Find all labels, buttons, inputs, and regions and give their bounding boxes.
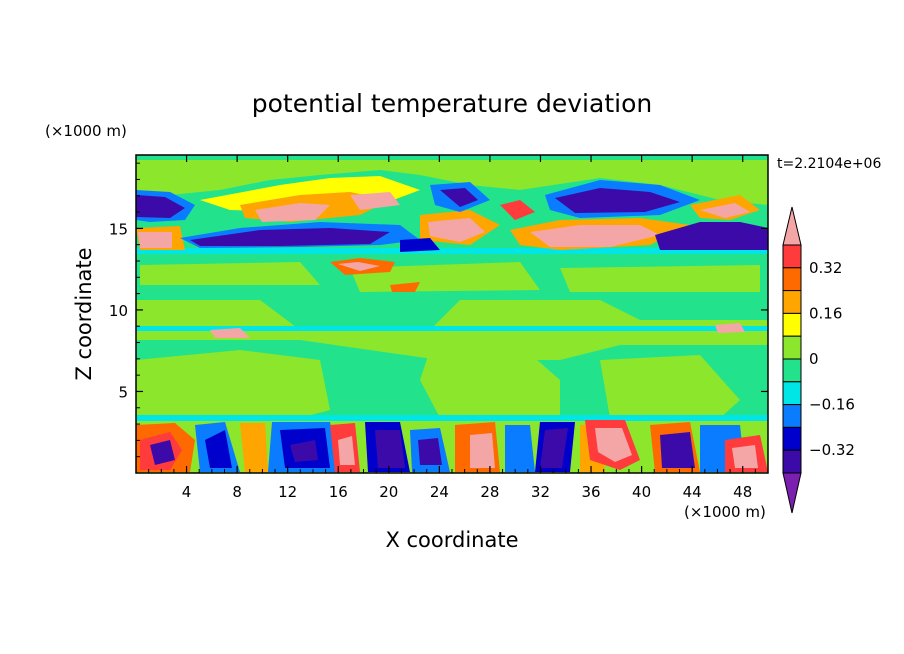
- x-tick-label: 12: [278, 483, 297, 501]
- x-axis-label: X coordinate: [385, 528, 518, 552]
- lower-anomaly: [338, 436, 355, 465]
- y-axis-unit: (×1000 m): [45, 122, 127, 140]
- x-tick-label: 40: [632, 483, 651, 501]
- lower-anomaly: [540, 428, 568, 468]
- y-axis: 5 10 15: [109, 162, 768, 458]
- upper-cold-layer: [440, 188, 478, 207]
- colorbar-label: −0.32: [809, 441, 855, 459]
- x-tick-label: 32: [531, 483, 550, 501]
- colorbar-segment: [782, 358, 802, 383]
- lower-anomaly: [418, 438, 442, 465]
- lower-anomaly: [375, 430, 405, 468]
- x-tick-label: 20: [379, 483, 398, 501]
- cyan-band: [136, 248, 768, 254]
- x-tick-label: 28: [480, 483, 499, 501]
- cyan-band: [136, 415, 768, 421]
- colorbar-segment: [782, 244, 802, 269]
- lower-anomaly: [205, 430, 232, 468]
- upper-warm-layer: [700, 203, 750, 218]
- upper-warm-layer: [500, 200, 535, 220]
- x-tick-label: 4: [182, 483, 192, 501]
- lower-anomaly: [660, 432, 695, 468]
- upper-cold-layer: [555, 188, 680, 213]
- upper-warm-layer: [428, 218, 485, 242]
- mid-positive-region: [600, 355, 740, 418]
- colorbar-segment: [782, 312, 802, 337]
- upper-warm-patch: [338, 262, 380, 271]
- colorbar-segment: [782, 381, 802, 406]
- upper-green-region: [140, 262, 320, 285]
- colorbar-label: 0.16: [809, 304, 842, 322]
- cyan-band: [136, 326, 768, 331]
- upper-warm-layer: [255, 203, 330, 222]
- contour-field: [136, 155, 768, 473]
- lower-anomaly: [150, 440, 175, 465]
- x-axis: 4 8 12 16 20 24 28 32 36 40 44 48: [148, 155, 756, 501]
- x-tick-label: 48: [733, 483, 752, 501]
- lower-anomaly: [240, 423, 268, 472]
- lower-anomaly: [470, 433, 495, 468]
- colorbar-max-triangle: [782, 206, 802, 246]
- lower-anomaly: [505, 425, 535, 472]
- chart-title: potential temperature deviation: [252, 89, 652, 118]
- lower-anomaly: [595, 428, 632, 462]
- x-tick-label: 8: [232, 483, 242, 501]
- y-tick-label: 10: [109, 302, 128, 320]
- colorbar-segment: [782, 335, 802, 360]
- x-tick-label: 36: [581, 483, 600, 501]
- colorbar-segment: [782, 290, 802, 314]
- upper-cold-layer: [400, 238, 440, 252]
- upper-warm-layer: [530, 225, 660, 247]
- upper-warm-layer: [350, 192, 400, 210]
- x-axis-unit: (×1000 m): [684, 503, 766, 521]
- colorbar-segment: [782, 449, 802, 474]
- x-tick-label: 24: [430, 483, 449, 501]
- colorbar: 0.32 0.16 0 −0.16 −0.32: [782, 206, 855, 514]
- time-label: t=2.2104e+06: [777, 156, 881, 172]
- colorbar-label: 0: [809, 350, 819, 368]
- upper-cold-layer: [136, 195, 185, 218]
- colorbar-segment: [782, 404, 802, 428]
- upper-warm-patch: [390, 282, 420, 292]
- lower-anomaly: [732, 445, 758, 468]
- mid-positive-region: [420, 345, 560, 418]
- upper-warm-layer: [136, 160, 768, 205]
- upper-warm-patch: [210, 328, 250, 338]
- mid-positive-region: [136, 350, 330, 418]
- colorbar-min-triangle: [782, 472, 802, 514]
- x-tick-label: 44: [683, 483, 702, 501]
- x-tick-label: 16: [329, 483, 348, 501]
- colorbar-label: 0.32: [809, 259, 842, 277]
- upper-green-region: [560, 265, 760, 292]
- colorbar-segment: [782, 267, 802, 292]
- colorbar-label: −0.16: [809, 396, 855, 414]
- upper-warm-layer: [138, 232, 172, 248]
- y-axis-label: Z coordinate: [72, 247, 96, 380]
- colorbar-segment: [782, 426, 802, 451]
- lower-anomaly: [290, 440, 318, 462]
- upper-cold-layer: [655, 222, 768, 250]
- upper-warm-patch: [715, 323, 745, 333]
- y-tick-label: 15: [109, 220, 128, 238]
- y-tick-label: 5: [118, 383, 128, 401]
- upper-cold-layer: [190, 228, 390, 246]
